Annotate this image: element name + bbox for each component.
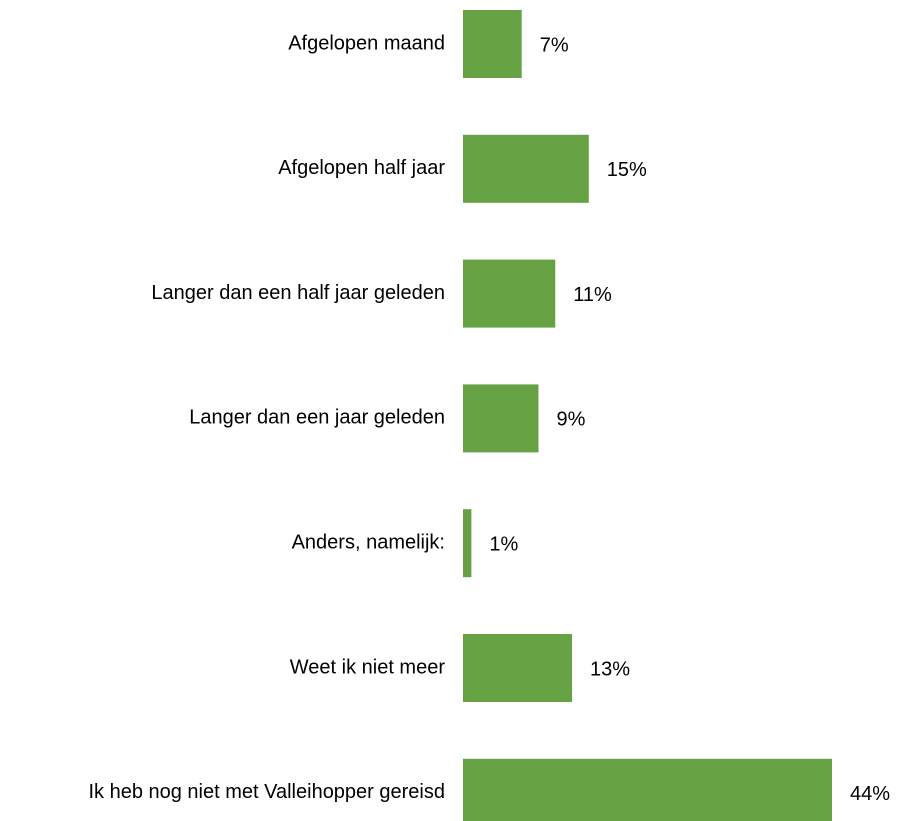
value-label: 1%	[489, 533, 518, 555]
bar	[463, 634, 573, 702]
value-label: 15%	[607, 159, 647, 181]
category-label: Langer dan een half jaar geleden	[151, 282, 445, 304]
bar	[463, 509, 472, 578]
category-label: Langer dan een jaar geleden	[189, 407, 445, 429]
value-label: 44%	[850, 783, 890, 805]
category-label: Afgelopen maand	[288, 32, 445, 54]
bar	[463, 259, 556, 328]
value-label: 13%	[590, 658, 630, 680]
bar	[463, 134, 589, 203]
value-label: 9%	[556, 409, 585, 431]
bar	[463, 384, 539, 453]
bar	[463, 10, 522, 78]
category-label: Ik heb nog niet met Valleihopper gereisd	[88, 781, 445, 803]
value-label: 7%	[540, 34, 569, 56]
category-label: Afgelopen half jaar	[278, 157, 445, 179]
bar	[463, 758, 832, 821]
category-label: Anders, namelijk:	[292, 531, 445, 553]
value-label: 11%	[573, 284, 612, 306]
category-label: Weet ik niet meer	[290, 656, 446, 678]
